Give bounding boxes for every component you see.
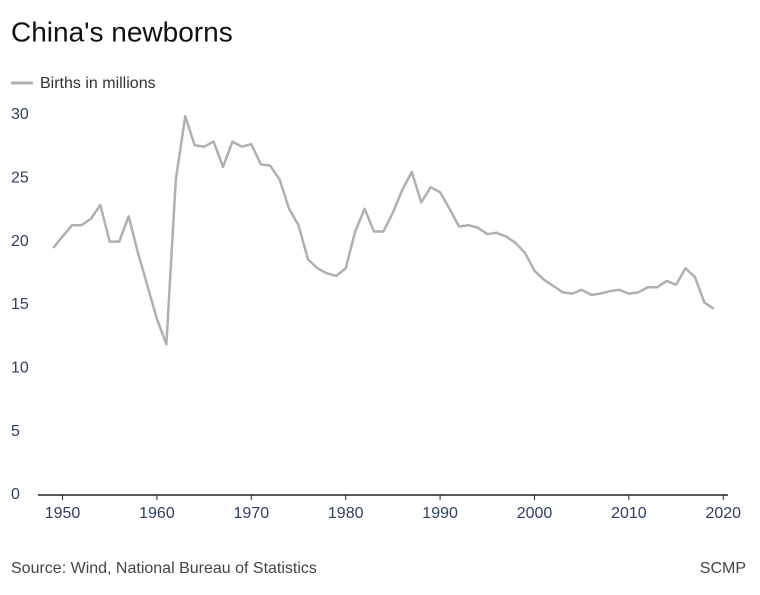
y-tick-label: 0	[11, 486, 20, 503]
x-tick-label: 1960	[139, 505, 175, 522]
x-tick-label: 2000	[517, 505, 553, 522]
y-tick-label: 5	[11, 423, 20, 440]
y-tick-label: 20	[11, 233, 29, 250]
x-tick-label: 1950	[45, 505, 81, 522]
y-tick-label: 25	[11, 170, 29, 187]
x-tick-label: 2020	[705, 505, 741, 522]
x-tick-label: 1980	[328, 505, 364, 522]
x-tick-label: 1990	[422, 505, 458, 522]
y-tick-label: 15	[11, 296, 29, 313]
line	[52, 115, 715, 346]
credit: SCMP	[700, 560, 746, 577]
legend-label: Births in millions	[40, 75, 156, 92]
source: Source: Wind, National Bureau of Statist…	[11, 560, 317, 577]
chart-title: China's newborns	[11, 16, 233, 47]
y-tick-label: 30	[11, 106, 29, 123]
x-tick-label: 1970	[234, 505, 270, 522]
y-tick-label: 10	[11, 360, 29, 377]
x-tick-label: 2010	[611, 505, 647, 522]
